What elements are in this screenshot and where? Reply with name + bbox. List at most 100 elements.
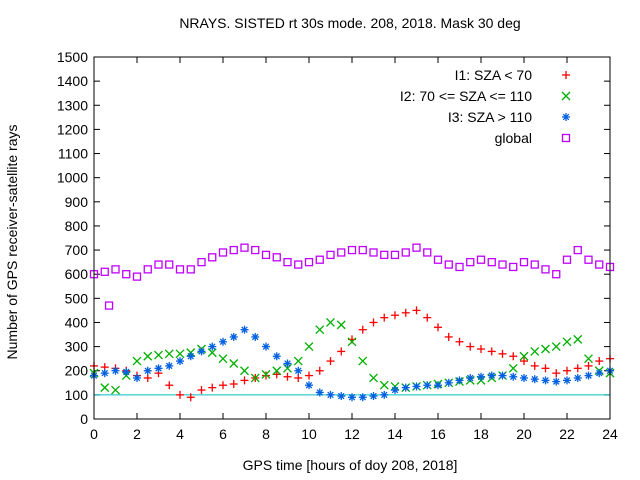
y-axis-label: Number of GPS receiver-satellite rays	[4, 125, 20, 360]
data-point	[336, 320, 346, 330]
data-point	[584, 255, 593, 264]
data-point-stroke	[347, 337, 357, 347]
data-point	[315, 325, 325, 335]
data-point	[380, 250, 389, 260]
data-point-stroke	[262, 343, 270, 350]
data-point	[434, 381, 442, 390]
data-point	[218, 354, 228, 364]
data-point-stroke	[358, 356, 368, 366]
data-point-stroke	[369, 373, 378, 383]
x-tick-label: 4	[176, 426, 184, 442]
data-point	[595, 260, 604, 269]
legend-label: I1: SZA < 70	[455, 67, 533, 83]
data-point	[369, 392, 378, 401]
data-point	[337, 392, 346, 401]
data-point	[315, 255, 324, 264]
series-3	[90, 325, 614, 402]
data-point-stroke	[132, 356, 142, 366]
data-point-stroke	[304, 342, 314, 352]
data-point	[294, 373, 303, 382]
y-tick-label: 0	[80, 411, 88, 427]
data-point	[412, 382, 421, 391]
data-point-stroke	[519, 351, 529, 361]
data-point	[520, 357, 528, 366]
data-point	[100, 383, 110, 393]
data-point	[100, 369, 109, 378]
y-tick-label: 500	[65, 290, 89, 306]
data-point	[573, 373, 582, 382]
series-2	[89, 318, 615, 395]
data-point	[466, 373, 475, 382]
data-point	[595, 369, 604, 378]
data-point	[379, 380, 389, 390]
data-point	[132, 272, 142, 281]
y-tick-label: 800	[65, 218, 89, 234]
legend-label: global	[495, 130, 532, 146]
data-point-stroke	[499, 372, 506, 379]
data-point	[369, 318, 378, 327]
data-point-stroke	[445, 379, 453, 387]
data-point	[262, 371, 270, 380]
data-point	[455, 376, 464, 385]
plot-area-border	[93, 56, 611, 420]
data-point	[498, 371, 507, 380]
data-point-stroke	[380, 391, 388, 399]
data-point	[391, 386, 399, 395]
data-point	[358, 356, 368, 366]
data-point-stroke	[585, 372, 592, 379]
data-point	[433, 255, 443, 264]
data-point	[272, 352, 281, 361]
data-point	[455, 262, 464, 272]
data-point	[272, 253, 281, 262]
legend-label: I2: 70 <= SZA <= 110	[400, 88, 532, 104]
data-point	[369, 373, 378, 383]
data-point-stroke	[240, 366, 249, 376]
data-point	[154, 350, 163, 360]
chart-title: NRAYS. SISTED rt 30s mode. 208, 2018. Ma…	[179, 15, 520, 31]
data-point	[272, 370, 281, 379]
data-point	[176, 390, 184, 399]
data-point-stroke	[218, 354, 228, 364]
legend-marker-stroke	[561, 91, 571, 101]
data-point	[380, 313, 389, 322]
data-point	[337, 248, 346, 257]
legend-label: I3: SZA > 110	[448, 109, 532, 125]
data-point	[552, 369, 561, 378]
data-point	[530, 260, 539, 269]
x-tick-label: 18	[473, 426, 489, 442]
data-point	[477, 372, 485, 381]
data-point	[508, 363, 518, 373]
data-point	[186, 352, 195, 361]
data-point	[348, 393, 356, 402]
data-point-stroke	[326, 318, 335, 327]
data-point	[208, 383, 217, 392]
data-point	[219, 381, 227, 390]
data-point-stroke	[508, 363, 518, 373]
y-tick-label: 100	[65, 387, 89, 403]
data-point	[358, 325, 367, 334]
data-point	[562, 337, 572, 347]
data-point	[229, 245, 238, 255]
data-point	[466, 342, 475, 351]
series-4	[89, 243, 615, 310]
legend-marker	[562, 113, 570, 121]
data-point-stroke	[413, 383, 420, 390]
data-point	[326, 357, 335, 366]
data-point	[487, 371, 496, 380]
data-point-stroke	[241, 326, 248, 333]
data-point-stroke	[530, 346, 540, 356]
data-point	[595, 357, 604, 366]
data-point	[552, 270, 561, 279]
data-point	[197, 347, 206, 356]
data-point	[326, 390, 335, 399]
data-point	[164, 349, 174, 359]
data-point	[143, 265, 152, 274]
data-point-stroke	[542, 377, 549, 384]
data-point	[358, 393, 367, 402]
data-point	[262, 342, 270, 351]
y-tick-label: 300	[65, 339, 89, 355]
data-point	[530, 346, 540, 356]
data-point	[175, 265, 185, 274]
data-point	[444, 260, 453, 269]
data-point-stroke	[402, 384, 410, 391]
